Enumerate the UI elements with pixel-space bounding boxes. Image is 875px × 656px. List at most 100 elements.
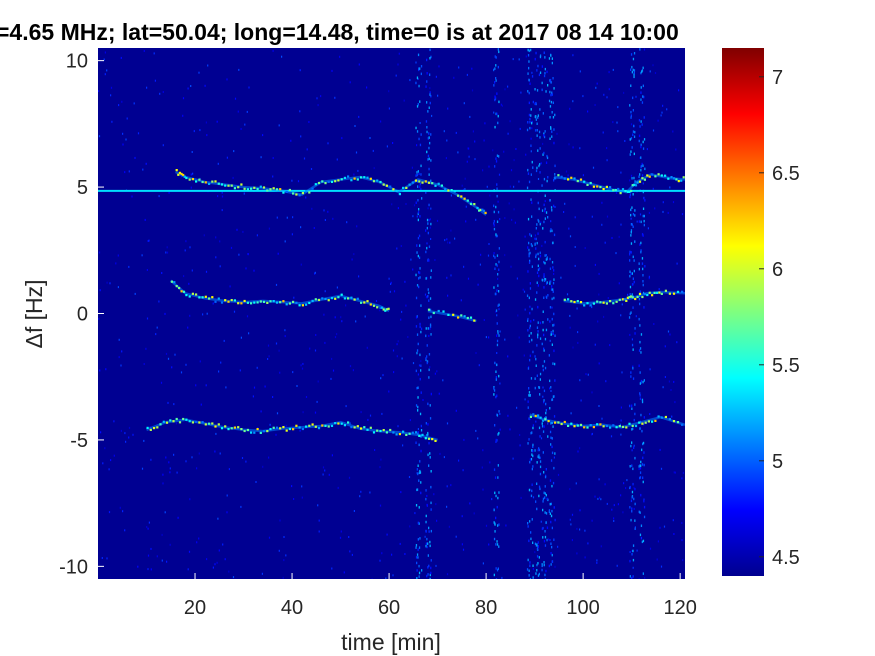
trace-point [162, 420, 165, 423]
trace-point [347, 175, 350, 178]
noise-speck [331, 69, 333, 72]
trace-point [178, 286, 181, 290]
noise-band-speck [417, 396, 419, 399]
trace-point [589, 424, 592, 427]
noise-speck [487, 254, 490, 257]
trace-point [279, 301, 282, 304]
noise-band-speck [543, 400, 545, 404]
noise-band-speck [549, 137, 551, 140]
noise-speck [174, 353, 176, 356]
noise-band-speck [528, 49, 530, 53]
noise-band-speck [532, 424, 534, 427]
noise-band-speck [539, 136, 541, 139]
noise-band-speck [630, 234, 632, 237]
noise-band-speck [416, 553, 419, 556]
noise-band-speck [429, 544, 431, 548]
noise-band-speck [530, 173, 532, 176]
noise-band-speck [640, 379, 643, 383]
noise-speck [493, 111, 495, 114]
noise-speck [177, 516, 179, 519]
noise-band-speck [418, 172, 420, 176]
noise-band-speck [496, 505, 498, 509]
noise-band-speck [427, 573, 429, 576]
noise-band-speck [537, 335, 539, 339]
noise-speck [560, 276, 562, 279]
noise-speck [281, 55, 283, 58]
noise-band-speck [630, 444, 632, 448]
noise-band-speck [539, 378, 541, 381]
noise-band-speck [430, 133, 432, 136]
noise-band-speck [426, 355, 428, 358]
noise-band-speck [541, 425, 544, 428]
noise-band-speck [538, 572, 540, 576]
noise-speck [570, 412, 572, 415]
noise-band-speck [497, 121, 499, 125]
trace-point [369, 177, 372, 180]
noise-speck [379, 504, 382, 507]
trace-point [382, 308, 385, 311]
noise-band-speck [553, 415, 556, 418]
noise-speck [148, 521, 150, 524]
noise-band-speck [536, 223, 538, 226]
noise-band-speck [430, 55, 432, 59]
noise-speck [324, 219, 326, 221]
trace-point [250, 431, 253, 434]
noise-speck [429, 218, 431, 221]
noise-band-speck [632, 109, 634, 112]
noise-band-speck [640, 250, 642, 254]
noise-speck [276, 412, 279, 415]
noise-band-speck [537, 64, 539, 68]
noise-band-speck [642, 441, 645, 445]
noise-speck [331, 357, 333, 360]
trace-point [596, 423, 599, 426]
noise-speck [606, 215, 609, 218]
noise-band-speck [640, 241, 642, 245]
trace-point [305, 303, 308, 306]
noise-speck [217, 162, 219, 165]
noise-speck [122, 143, 124, 146]
noise-speck [226, 511, 228, 514]
trace-point [481, 208, 484, 211]
trace-point [576, 180, 579, 183]
trace-point [411, 181, 414, 184]
noise-speck [571, 539, 573, 542]
noise-speck [264, 385, 266, 388]
noise-band-speck [551, 445, 553, 449]
noise-band-speck [493, 224, 495, 227]
noise-band-speck [538, 207, 540, 211]
noise-band-speck [493, 286, 495, 289]
noise-speck [153, 52, 155, 55]
noise-band-speck [420, 429, 423, 432]
trace-point [285, 190, 288, 193]
trace-point [660, 174, 663, 177]
noise-band-speck [427, 402, 429, 406]
noise-speck [512, 58, 514, 61]
noise-speck [485, 524, 488, 527]
trace-point [532, 413, 535, 416]
noise-band-speck [528, 101, 530, 105]
noise-speck [399, 542, 401, 545]
noise-band-speck [531, 483, 533, 486]
noise-band-speck [415, 325, 418, 328]
noise-band-speck [428, 368, 430, 372]
noise-band-speck [425, 530, 427, 533]
noise-speck [569, 314, 571, 317]
noise-speck [184, 249, 186, 252]
noise-band-speck [419, 244, 421, 247]
noise-band-speck [630, 251, 632, 254]
noise-speck [501, 576, 503, 579]
noise-band-speck [428, 245, 431, 248]
noise-band-speck [427, 295, 429, 298]
trace-point [182, 173, 185, 177]
noise-speck [167, 401, 169, 404]
noise-band-speck [539, 55, 542, 59]
noise-speck [547, 422, 549, 425]
noise-band-speck [554, 518, 556, 522]
noise-band-speck [543, 360, 546, 363]
noise-band-speck [419, 143, 422, 147]
noise-speck [98, 317, 100, 320]
noise-speck [299, 69, 301, 72]
noise-speck [529, 305, 531, 308]
noise-speck [400, 245, 402, 247]
trace-point [615, 426, 618, 429]
